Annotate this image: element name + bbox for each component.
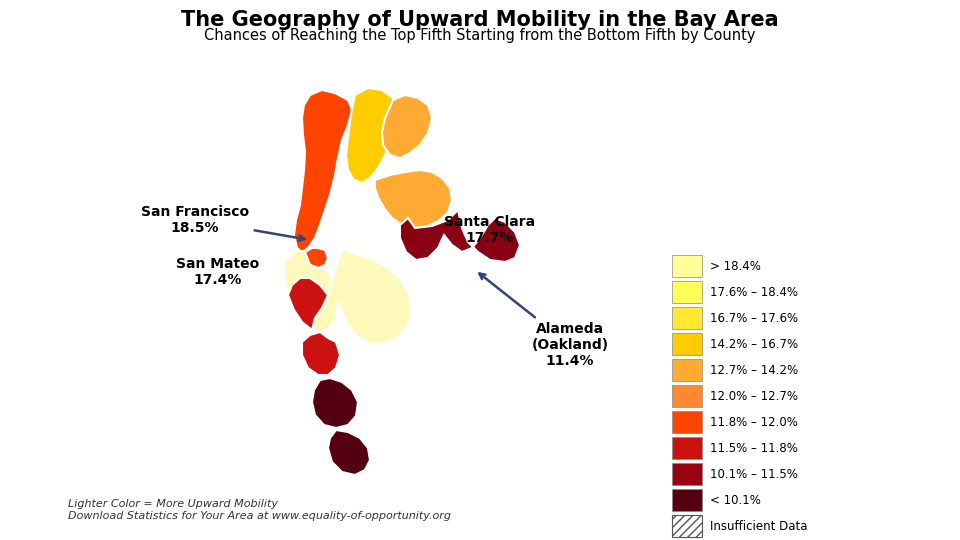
Bar: [672, 489, 702, 511]
Bar: [672, 359, 702, 381]
Polygon shape: [288, 278, 328, 330]
Polygon shape: [284, 250, 338, 332]
Polygon shape: [312, 248, 412, 345]
Polygon shape: [294, 90, 352, 252]
Text: Insufficient Data: Insufficient Data: [710, 519, 807, 532]
Text: The Geography of Upward Mobility in the Bay Area: The Geography of Upward Mobility in the …: [181, 10, 779, 30]
Bar: [672, 333, 702, 355]
Bar: [672, 515, 702, 537]
Polygon shape: [346, 88, 398, 183]
Text: San Mateo
17.4%: San Mateo 17.4%: [177, 257, 259, 287]
Bar: [672, 385, 702, 407]
Text: Chances of Reaching the Top Fifth Starting from the Bottom Fifth by County: Chances of Reaching the Top Fifth Starti…: [204, 28, 756, 43]
Polygon shape: [305, 248, 328, 268]
Text: 17.6% – 18.4%: 17.6% – 18.4%: [710, 286, 798, 299]
Polygon shape: [312, 378, 358, 428]
Text: Santa Clara
17.7%: Santa Clara 17.7%: [444, 215, 536, 245]
Text: 11.5% – 11.8%: 11.5% – 11.8%: [710, 442, 798, 455]
Text: San Francisco
18.5%: San Francisco 18.5%: [141, 205, 304, 241]
Bar: [672, 255, 702, 277]
Bar: [672, 281, 702, 303]
Text: > 18.4%: > 18.4%: [710, 260, 761, 273]
Text: Lighter Color = More Upward Mobility
Download Statistics for Your Area at www.eq: Lighter Color = More Upward Mobility Dow…: [68, 499, 451, 521]
Polygon shape: [400, 210, 520, 262]
Bar: [672, 307, 702, 329]
Polygon shape: [328, 430, 370, 475]
Text: 10.1% – 11.5%: 10.1% – 11.5%: [710, 468, 798, 481]
Text: 12.0% – 12.7%: 12.0% – 12.7%: [710, 389, 798, 402]
Polygon shape: [382, 95, 432, 158]
Text: Alameda
(Oakland)
11.4%: Alameda (Oakland) 11.4%: [479, 273, 609, 368]
Text: 11.8% – 12.0%: 11.8% – 12.0%: [710, 415, 798, 429]
Text: < 10.1%: < 10.1%: [710, 494, 761, 507]
Bar: [672, 463, 702, 485]
Text: 16.7% – 17.6%: 16.7% – 17.6%: [710, 312, 798, 325]
Text: 12.7% – 14.2%: 12.7% – 14.2%: [710, 363, 798, 376]
Polygon shape: [375, 170, 452, 228]
Polygon shape: [302, 332, 340, 375]
Bar: [672, 437, 702, 459]
Text: 14.2% – 16.7%: 14.2% – 16.7%: [710, 338, 798, 350]
Bar: [672, 411, 702, 433]
